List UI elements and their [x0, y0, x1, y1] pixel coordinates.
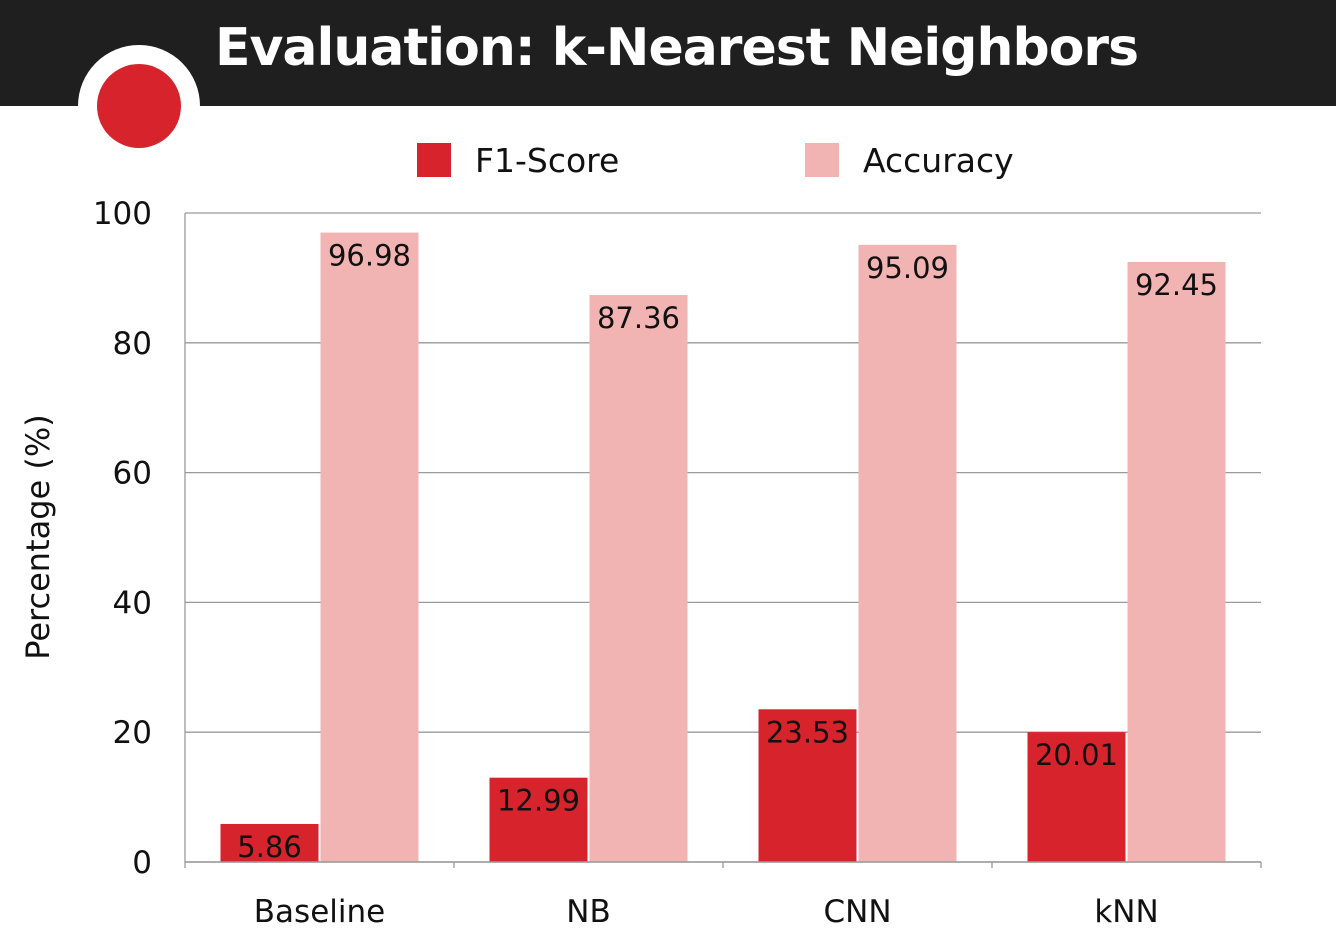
chart-title: Evaluation: k-Nearest Neighbors: [215, 18, 1139, 78]
data-label: 5.86: [237, 830, 302, 864]
legend-swatch-f1: [417, 143, 451, 177]
bar-accuracy: [1127, 261, 1226, 862]
x-tick-label: Baseline: [254, 894, 385, 930]
x-tick-label: kNN: [1094, 894, 1158, 930]
bar-f1: [758, 709, 857, 862]
bar-accuracy: [858, 244, 957, 862]
y-tick-label: 100: [93, 196, 152, 232]
data-label: 23.53: [766, 715, 849, 749]
data-label: 12.99: [497, 784, 580, 818]
y-tick-label: 80: [113, 326, 152, 362]
y-tick-label: 0: [132, 845, 152, 881]
red-dot-icon: [97, 64, 181, 148]
data-label: 20.01: [1035, 738, 1118, 772]
data-label: 96.98: [328, 239, 411, 273]
x-tick-label: CNN: [823, 894, 891, 930]
legend-item-accuracy: Accuracy: [805, 140, 1014, 180]
x-tick-label: NB: [566, 894, 610, 930]
legend-label-accuracy: Accuracy: [863, 140, 1014, 180]
y-tick-label: 20: [113, 715, 152, 751]
data-label: 95.09: [866, 251, 949, 285]
bar-f1: [220, 823, 319, 862]
bar-f1: [489, 777, 588, 862]
y-tick-label: 40: [113, 585, 152, 621]
y-tick-label: 60: [113, 456, 152, 492]
legend-swatch-accuracy: [805, 143, 839, 177]
bar-accuracy: [320, 232, 419, 862]
legend-label-f1: F1-Score: [475, 140, 620, 180]
title-bar: [0, 0, 1336, 106]
bar-f1: [1027, 732, 1126, 862]
data-label: 87.36: [597, 301, 680, 335]
bar-accuracy: [589, 295, 688, 863]
legend-item-f1: F1-Score: [417, 140, 620, 180]
legend: F1-Score Accuracy: [0, 140, 1336, 182]
data-label: 92.45: [1135, 268, 1218, 302]
